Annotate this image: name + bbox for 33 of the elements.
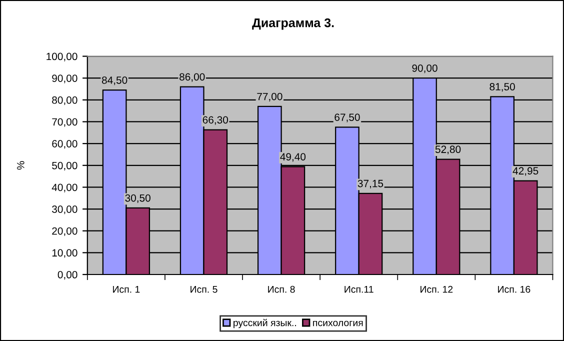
y-tick-label: 0,00 (58, 271, 78, 280)
x-tick-label: Исп. 5 (190, 286, 218, 293)
y-tick-label: 100,00 (46, 52, 78, 62)
y-tick-label: 60,00 (52, 140, 78, 149)
data-label: 42,95 (512, 167, 538, 176)
y-tick-label: 20,00 (52, 227, 78, 236)
x-tick-label: Исп. 8 (268, 286, 295, 293)
data-label: 81,50 (490, 83, 515, 92)
legend-label: психология (313, 320, 363, 326)
legend-label: русский язык.. (234, 318, 296, 328)
data-label: 37,15 (358, 180, 384, 188)
data-label: 90,00 (412, 64, 438, 74)
data-label: 67,50 (334, 114, 360, 122)
data-label: 52,80 (435, 146, 461, 154)
x-tick-label: Исп. 1 (113, 286, 140, 293)
y-tick-label: 50,00 (52, 162, 78, 170)
chart-title: Диаграмма 3. (252, 18, 334, 30)
y-tick-label: 30,00 (52, 206, 78, 214)
x-tick-label: Исп. 16 (498, 286, 530, 293)
data-label: 86,00 (180, 73, 205, 82)
y-axis-title: % (17, 161, 24, 170)
x-tick-label: Исп. 12 (420, 286, 453, 293)
data-label: 30,50 (125, 194, 150, 203)
data-label: 49,40 (280, 153, 306, 162)
y-tick-label: 90,00 (52, 74, 78, 84)
data-label: 66,30 (202, 116, 228, 125)
y-tick-label: 80,00 (52, 96, 78, 106)
data-label: 84,50 (102, 76, 128, 86)
y-tick-label: 10,00 (52, 249, 78, 258)
y-tick-label: 70,00 (52, 118, 78, 127)
y-tick-label: 40,00 (52, 184, 78, 192)
x-tick-label: Исп.11 (344, 286, 374, 293)
data-label: 77,00 (257, 92, 282, 102)
